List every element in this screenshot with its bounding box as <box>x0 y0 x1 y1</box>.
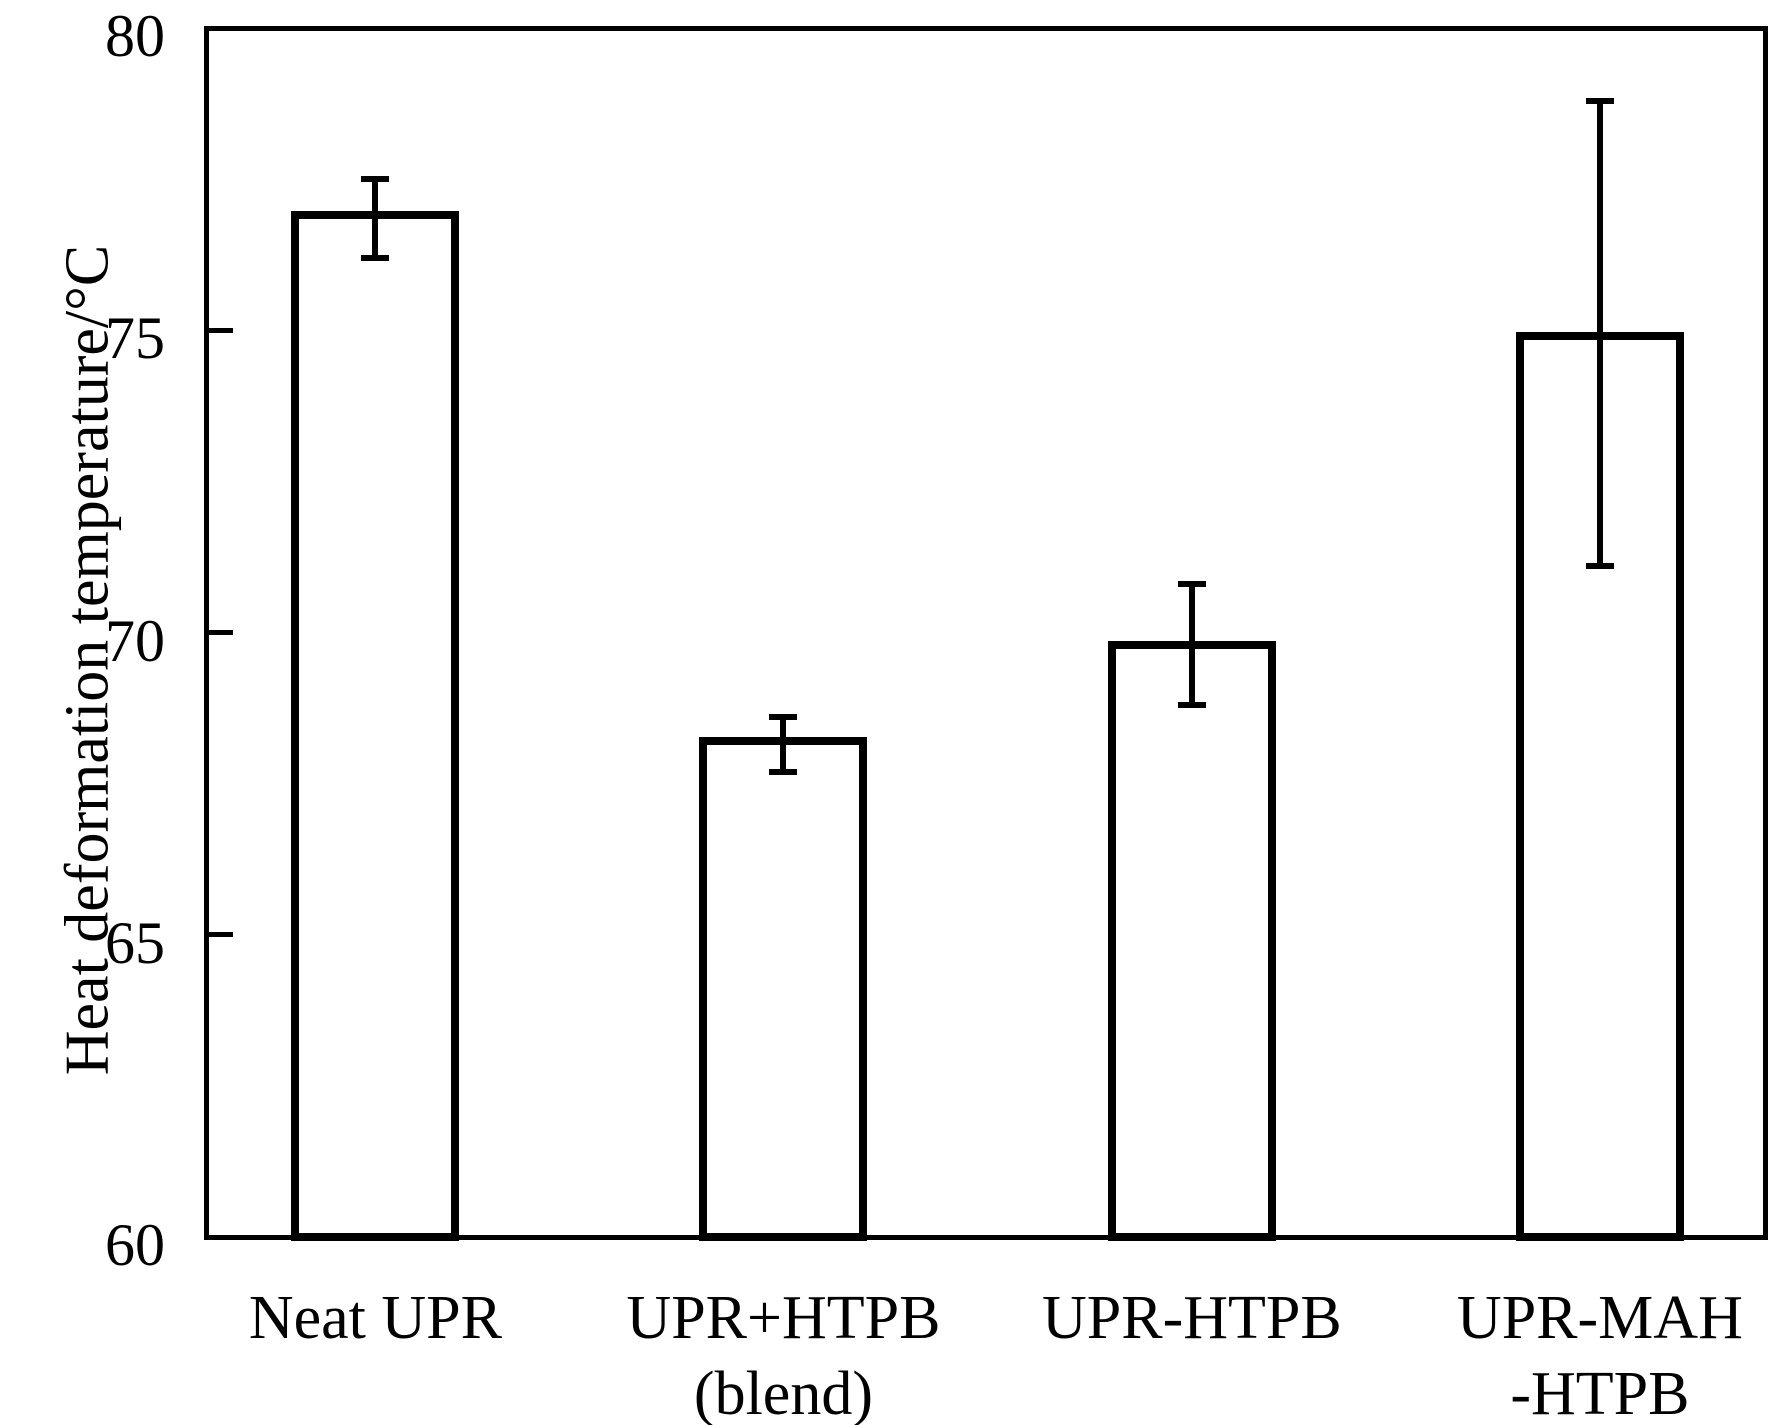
error-cap-bottom-upr-mah-htpb <box>1585 563 1614 569</box>
y-tick-75 <box>208 327 233 333</box>
bar-neat-upr <box>291 211 460 1241</box>
error-bar-upr-htpb <box>1188 584 1195 706</box>
y-tick-65 <box>208 932 233 938</box>
x-tick-label-upr-htpb-blend: UPR+HTPB (blend) <box>626 1284 941 1425</box>
x-tick-label-neat-upr: Neat UPR <box>248 1284 503 1352</box>
error-cap-top-neat-upr <box>361 176 390 183</box>
bar-upr-htpb-blend <box>699 737 868 1241</box>
error-bar-neat-upr <box>372 179 379 258</box>
error-cap-bottom-upr-htpb <box>1177 702 1206 709</box>
error-cap-bottom-upr-htpb-blend <box>769 768 798 775</box>
x-tick-label-upr-htpb: UPR-HTPB <box>1042 1284 1342 1352</box>
y-tick-label-75: 75 <box>105 305 165 372</box>
error-cap-top-upr-htpb-blend <box>769 714 798 721</box>
error-cap-top-upr-mah-htpb <box>1585 97 1614 104</box>
y-tick-label-65: 65 <box>105 909 165 976</box>
y-tick-label-70: 70 <box>105 607 165 674</box>
plot-frame <box>203 25 1768 1240</box>
error-cap-bottom-neat-upr <box>361 254 390 261</box>
error-bar-upr-htpb-blend <box>780 717 787 772</box>
error-cap-top-upr-htpb <box>1177 581 1206 588</box>
y-tick-70 <box>208 630 233 635</box>
error-bar-upr-mah-htpb <box>1596 100 1603 566</box>
y-tick-label-60: 60 <box>105 1212 165 1278</box>
x-tick-label-upr-mah-htpb: UPR-MAH -HTPB <box>1456 1284 1743 1425</box>
y-tick-label-80: 80 <box>105 3 165 69</box>
bar-upr-htpb <box>1107 640 1276 1241</box>
